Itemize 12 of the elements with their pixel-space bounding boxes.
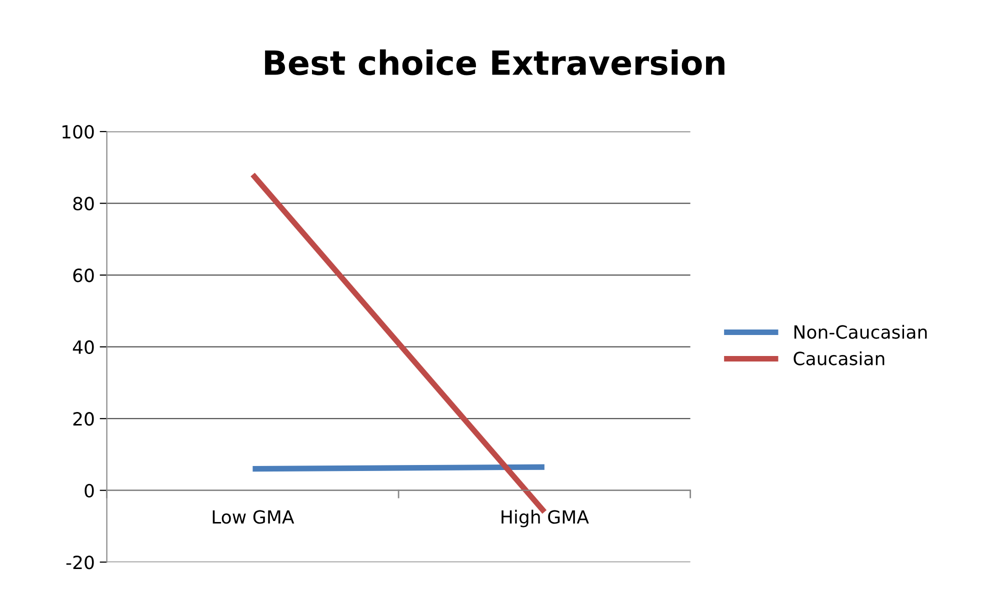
y-tick-label: 100 — [62, 125, 94, 139]
y-tick-label: 20 — [73, 412, 94, 426]
y-tick-label: 80 — [73, 196, 94, 210]
legend-label: Caucasian — [794, 351, 884, 366]
x-tick-label: Low GMA — [212, 510, 294, 524]
y-tick-label: -20 — [66, 556, 94, 570]
y-tick-label: 60 — [73, 268, 94, 282]
x-tick-label: High GMA — [502, 510, 589, 528]
legend-label: Non-Caucasian — [794, 324, 927, 339]
chart-title: Best choice Extraversion — [265, 49, 724, 76]
y-tick-label: 40 — [72, 340, 94, 354]
y-tick-label: 0 — [84, 484, 94, 498]
